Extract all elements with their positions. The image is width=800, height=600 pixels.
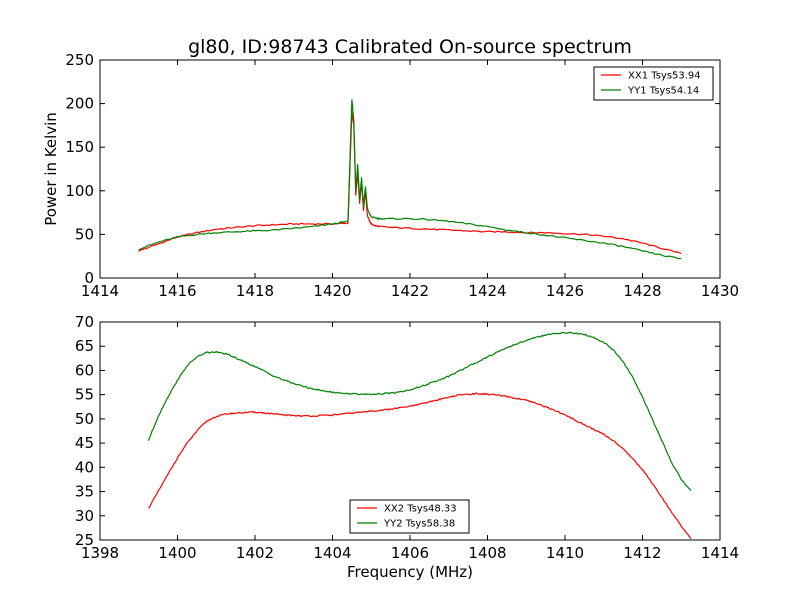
panels: 1414 1416 1418 1420 1422 1424 1426 1428 14300501…: [42, 51, 739, 562]
x-tick-label: 1428: [623, 282, 661, 300]
series-line-1: [148, 392, 692, 539]
series-line-2: [147, 331, 692, 491]
y-tick-label: 50: [75, 225, 94, 243]
y-tick-label: 50: [75, 410, 94, 428]
y-tick-label: 35: [75, 483, 94, 501]
x-tick-label: 1410: [546, 544, 584, 562]
x-tick-label: 1404: [313, 544, 351, 562]
x-tick-label: 1420: [313, 282, 351, 300]
y-tick-label: 60: [75, 361, 94, 379]
y-tick-label: 150: [65, 138, 94, 156]
y-tick-label: 30: [75, 507, 94, 525]
x-tick-label: 1414: [701, 544, 739, 562]
y-tick-label: 40: [75, 458, 94, 476]
y-axis-label: Power in Kelvin: [42, 112, 60, 226]
x-axis-label: Frequency (MHz): [347, 563, 473, 581]
x-tick-label: 1412: [623, 544, 661, 562]
series-line-2: [138, 99, 682, 260]
legend-box: [593, 66, 714, 101]
x-tick-label: 1406: [391, 544, 429, 562]
legend: XX2 Tsys48.33 YY2 Tsys58.38: [349, 499, 470, 534]
x-tick-label: 1400: [158, 544, 196, 562]
y-tick-label: 55: [75, 386, 94, 404]
y-tick-label: 250: [65, 51, 94, 69]
y-tick-label: 0: [84, 269, 94, 287]
x-tick-label: 1418: [236, 282, 274, 300]
x-tick-label: 1426: [546, 282, 584, 300]
legend-box: [349, 499, 470, 534]
y-tick-label: 45: [75, 434, 94, 452]
panel-2: 1398 1400 1402 1404 1406 1408 1410 1412 1414 25 30…: [75, 313, 739, 562]
y-tick-label: 100: [65, 182, 94, 200]
y-tick-label: 200: [65, 95, 94, 113]
y-tick-label: 70: [75, 313, 94, 331]
series-line-1: [138, 111, 682, 255]
legend-label: YY1 Tsys54.14: [627, 86, 699, 97]
legend-label: YY2 Tsys58.38: [383, 519, 455, 530]
x-tick-label: 1408: [468, 544, 506, 562]
x-tick-label: 1424: [468, 282, 506, 300]
figure-title: gl80, ID:98743 Calibrated On-source spec…: [188, 36, 632, 58]
y-tick-label: 25: [75, 531, 94, 549]
x-tick-label: 1402: [236, 544, 274, 562]
x-tick-label: 1398: [81, 544, 119, 562]
legend: XX1 Tsys53.94 YY1 Tsys54.14: [593, 66, 714, 101]
panel-1: 1414 1416 1418 1420 1422 1424 1426 1428 1430 0 50 1…: [42, 51, 739, 300]
series-group: [147, 331, 692, 539]
x-tick-label: 1430: [701, 282, 739, 300]
x-tick-label: 1422: [391, 282, 429, 300]
series-group: [138, 99, 682, 260]
legend-label: XX2 Tsys48.33: [384, 504, 457, 515]
y-tick-label: 65: [75, 337, 94, 355]
x-tick-label: 1416: [158, 282, 196, 300]
legend-label: XX1 Tsys53.94: [628, 71, 701, 82]
x-tick-label: 1414: [81, 282, 119, 300]
